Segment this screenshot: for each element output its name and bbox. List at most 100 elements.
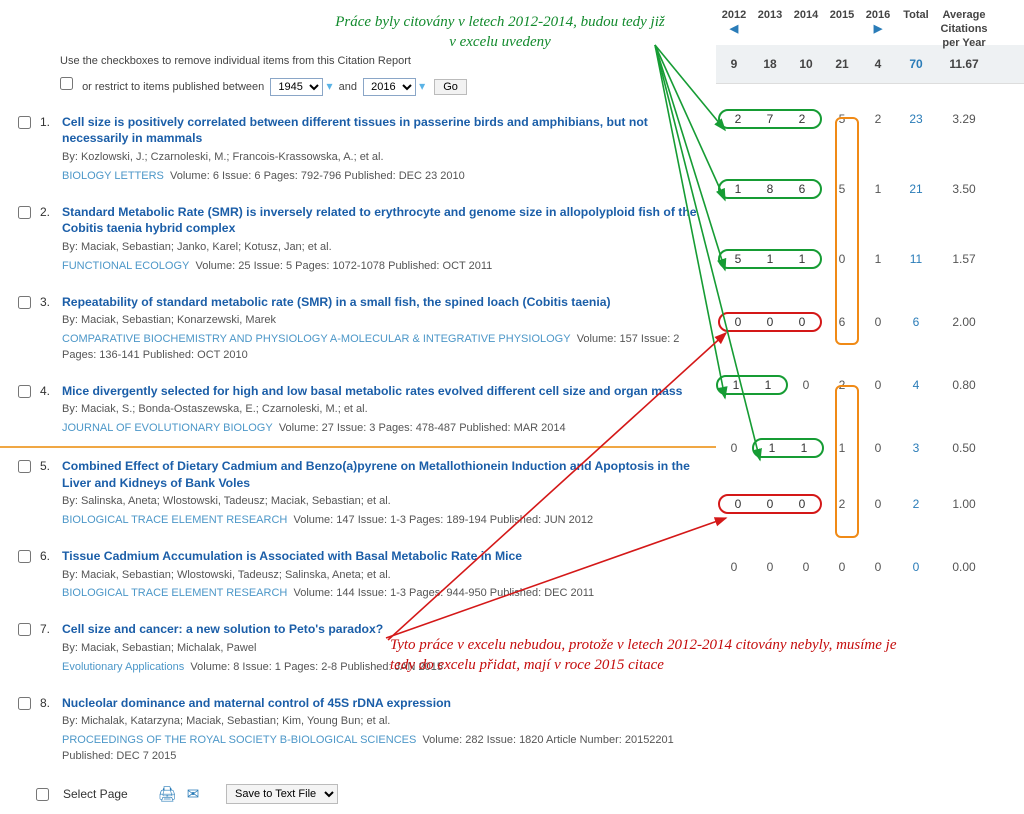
- item-details: Volume: 147 Issue: 1-3 Pages: 189-194 Pu…: [293, 514, 593, 526]
- cite-total[interactable]: 23: [896, 109, 936, 129]
- year-col-2012[interactable]: 2012◀: [716, 6, 752, 40]
- right-column: 2012◀ 2013 2014 2015 2016▶ Total Average…: [716, 0, 1024, 814]
- item-authors: By: Kozlowski, J.; Czarnoleski, M.; Fran…: [62, 150, 706, 166]
- item-title[interactable]: Nucleolar dominance and maternal control…: [62, 695, 706, 711]
- year-header-row: 2012◀ 2013 2014 2015 2016▶ Total Average…: [716, 0, 1024, 45]
- item-journal[interactable]: FUNCTIONAL ECOLOGY: [62, 260, 189, 272]
- year-from-select[interactable]: 1945: [270, 78, 323, 96]
- year-col-2013: 2013: [752, 6, 788, 26]
- item-number: 8.: [40, 695, 62, 765]
- left-arrow-icon[interactable]: ◀: [730, 23, 738, 35]
- dropdown-arrow-icon: ▾: [419, 79, 425, 93]
- green-highlight-2012-2014: 272: [718, 109, 822, 129]
- cite-cell: 0: [788, 375, 824, 395]
- cite-total[interactable]: 11: [896, 249, 936, 269]
- citation-item: 8. Nucleolar dominance and maternal cont…: [18, 685, 706, 774]
- right-arrow-icon[interactable]: ▶: [874, 23, 882, 35]
- cite-cell-2016: 1: [860, 249, 896, 269]
- cite-total[interactable]: 0: [896, 557, 936, 577]
- item-title[interactable]: Repeatability of standard metabolic rate…: [62, 294, 706, 310]
- cite-cell: 0: [788, 557, 824, 577]
- cite-total[interactable]: 3: [896, 438, 936, 458]
- citation-data-row: 011 1 0 3 0.50: [716, 420, 1024, 476]
- item-title[interactable]: Standard Metabolic Rate (SMR) is inverse…: [62, 204, 706, 237]
- cite-avg: 3.29: [936, 109, 992, 129]
- sum-2014: 10: [788, 45, 824, 83]
- total-col-header: Total: [896, 6, 936, 26]
- year-col-2016[interactable]: 2016▶: [860, 6, 896, 40]
- item-authors: By: Salinska, Aneta; Wlostowski, Tadeusz…: [62, 494, 706, 510]
- print-icon[interactable]: 🖨: [158, 785, 177, 803]
- item-checkbox[interactable]: [18, 460, 31, 473]
- cite-avg: 0.00: [936, 557, 992, 577]
- cite-cell-2016: 0: [860, 312, 896, 332]
- item-number: 1.: [40, 114, 62, 185]
- cite-cell-2016: 2: [860, 109, 896, 129]
- cite-cell-2015: 0: [824, 557, 860, 577]
- green-highlight-2012-2013: 11: [716, 375, 788, 395]
- item-details: Volume: 144 Issue: 1-3 Pages: 944-950 Pu…: [293, 587, 594, 599]
- orange-highlight-2015: [835, 117, 859, 345]
- item-journal[interactable]: Evolutionary Applications: [62, 661, 184, 673]
- item-details: Volume: 6 Issue: 6 Pages: 792-796 Publis…: [170, 170, 465, 182]
- select-page-checkbox[interactable]: [36, 788, 49, 801]
- item-number: 5.: [40, 458, 62, 529]
- sum-2016: 4: [860, 45, 896, 83]
- citation-data-row: 000 0 0 0 0.00: [716, 532, 1024, 602]
- item-number: 3.: [40, 294, 62, 364]
- cite-cell-2016: 0: [860, 557, 896, 577]
- sum-2013: 18: [752, 45, 788, 83]
- go-button[interactable]: Go: [434, 79, 467, 95]
- restrict-checkbox[interactable]: [60, 77, 73, 90]
- cite-cell: 0: [716, 438, 752, 458]
- cite-avg: 1.57: [936, 249, 992, 269]
- item-checkbox[interactable]: [18, 697, 31, 710]
- green-highlight-2012-2014: 511: [718, 249, 822, 269]
- item-authors: By: Maciak, Sebastian; Janko, Karel; Kot…: [62, 240, 706, 256]
- item-journal[interactable]: BIOLOGICAL TRACE ELEMENT RESEARCH: [62, 587, 287, 599]
- cite-total[interactable]: 2: [896, 494, 936, 514]
- item-title[interactable]: Mice divergently selected for high and l…: [62, 383, 706, 399]
- sum-total: 70: [896, 45, 936, 83]
- item-title[interactable]: Tissue Cadmium Accumulation is Associate…: [62, 548, 706, 564]
- citation-item: 1. Cell size is positively correlated be…: [18, 104, 706, 194]
- cite-total[interactable]: 4: [896, 375, 936, 395]
- green-highlight-2013-2014: 11: [752, 438, 824, 458]
- save-select[interactable]: Save to Text File: [226, 784, 338, 804]
- year-col-2015: 2015: [824, 6, 860, 26]
- cite-avg: 3.50: [936, 179, 992, 199]
- email-icon[interactable]: ✉: [187, 785, 200, 803]
- item-checkbox[interactable]: [18, 296, 31, 309]
- cite-cell: 0: [752, 557, 788, 577]
- select-page-label: Select Page: [63, 787, 128, 801]
- cite-total[interactable]: 6: [896, 312, 936, 332]
- item-checkbox[interactable]: [18, 116, 31, 129]
- item-checkbox[interactable]: [18, 206, 31, 219]
- red-highlight-2012-2014: 000: [718, 312, 822, 332]
- item-checkbox[interactable]: [18, 623, 31, 636]
- cite-cell-2016: 1: [860, 179, 896, 199]
- green-highlight-2012-2014: 186: [718, 179, 822, 199]
- cite-avg: 0.50: [936, 438, 992, 458]
- item-title[interactable]: Cell size is positively correlated betwe…: [62, 114, 706, 147]
- year-to-select[interactable]: 2016: [363, 78, 416, 96]
- item-checkbox[interactable]: [18, 385, 31, 398]
- citation-item: 6. Tissue Cadmium Accumulation is Associ…: [18, 538, 706, 611]
- dropdown-arrow-icon: ▾: [326, 79, 332, 93]
- annotation-header-green: Práce byly citovány v letech 2012-2014, …: [335, 12, 665, 53]
- item-title[interactable]: Combined Effect of Dietary Cadmium and B…: [62, 458, 706, 491]
- orange-highlight-2015: [835, 385, 859, 538]
- cite-avg: 0.80: [936, 375, 992, 395]
- item-number: 6.: [40, 548, 62, 602]
- item-journal[interactable]: BIOLOGY LETTERS: [62, 170, 164, 182]
- item-checkbox[interactable]: [18, 550, 31, 563]
- item-journal[interactable]: JOURNAL OF EVOLUTIONARY BIOLOGY: [62, 422, 273, 434]
- item-journal[interactable]: PROCEEDINGS OF THE ROYAL SOCIETY B-BIOLO…: [62, 734, 416, 746]
- citation-data-row: 000 6 0 6 2.00: [716, 294, 1024, 350]
- citation-data-row: 272 5 2 23 3.29: [716, 84, 1024, 154]
- item-journal[interactable]: BIOLOGICAL TRACE ELEMENT RESEARCH: [62, 514, 287, 526]
- sum-avg: 11.67: [936, 45, 992, 83]
- sum-2015: 21: [824, 45, 860, 83]
- cite-total[interactable]: 21: [896, 179, 936, 199]
- item-journal[interactable]: COMPARATIVE BIOCHEMISTRY AND PHYSIOLOGY …: [62, 333, 571, 345]
